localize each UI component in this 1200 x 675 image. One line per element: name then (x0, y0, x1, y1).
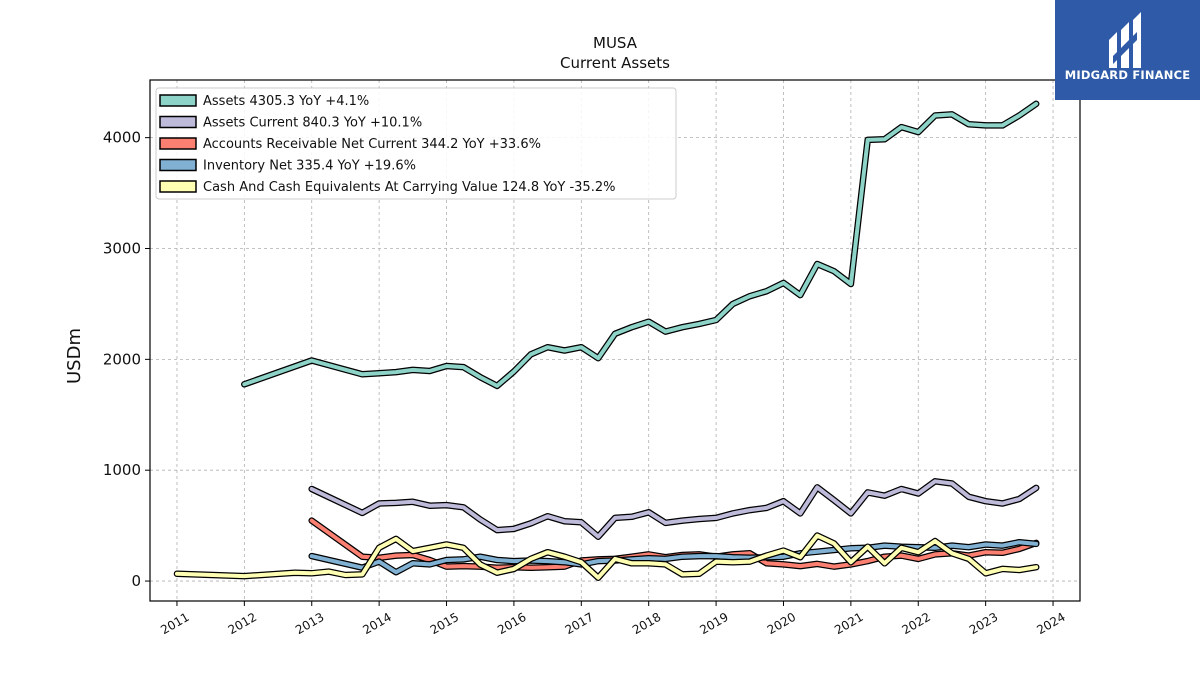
legend-entry: Accounts Receivable Net Current 344.2 Yo… (203, 137, 541, 152)
y-tick-label: 1000 (103, 461, 141, 479)
x-tick-label: 2014 (360, 610, 393, 637)
chart-title: MUSA (593, 34, 638, 52)
x-tick-label: 2011 (158, 610, 191, 637)
brand-logo: MIDGARD FINANCE (1055, 0, 1200, 100)
y-tick-label: 3000 (103, 239, 141, 257)
series-lines (173, 100, 1040, 581)
chart-subtitle: Current Assets (560, 54, 670, 72)
series-line-outline-1 (308, 478, 1040, 540)
plot-frame (149, 79, 1081, 602)
x-tick-label: 2012 (226, 610, 259, 637)
y-tick-label: 0 (131, 572, 141, 590)
legend-entry: Cash And Cash Equivalents At Carrying Va… (203, 180, 615, 195)
legend-entry: Assets Current 840.3 YoY +10.1% (203, 116, 422, 131)
x-tick-label: 2016 (495, 610, 528, 637)
legend-swatch (159, 94, 197, 107)
series-line-4 (175, 533, 1039, 580)
legend: Assets 4305.3 YoY +4.1% Assets Current 84… (155, 87, 677, 200)
y-axis-ticks: 0 1000 2000 3000 4000 (103, 129, 150, 590)
legend-swatch (159, 137, 197, 150)
x-tick-label: 2013 (293, 610, 326, 637)
legend-entry: Inventory Net 335.4 YoY +19.6% (203, 159, 416, 174)
x-tick-label: 2023 (967, 610, 1000, 637)
x-axis-ticks: 2011 2012 2013 2014 2015 2016 2017 2018 2019 2020… (158, 601, 1068, 637)
y-tick-label: 2000 (103, 350, 141, 368)
y-tick-label: 4000 (103, 129, 141, 147)
x-tick-label: 2021 (832, 610, 865, 637)
midgard-logo-icon (1109, 12, 1141, 68)
x-tick-label: 2024 (1034, 610, 1067, 637)
brand-name: MIDGARD FINANCE (1064, 68, 1191, 82)
legend-box (155, 87, 677, 200)
x-tick-label: 2018 (630, 610, 663, 637)
x-tick-label: 2020 (765, 610, 798, 637)
series-line-1 (309, 479, 1039, 539)
x-tick-label: 2022 (900, 610, 933, 637)
legend-swatch (159, 158, 197, 172)
legend-swatch (159, 180, 197, 193)
x-tick-label: 2019 (697, 610, 730, 637)
y-axis-label: USDm (64, 328, 85, 384)
legend-swatch (159, 115, 197, 129)
series-line-0 (242, 101, 1039, 388)
legend-entry: Assets 4305.3 YoY +4.1% (203, 94, 369, 109)
x-tick-label: 2015 (428, 610, 461, 637)
x-tick-label: 2017 (563, 610, 596, 637)
